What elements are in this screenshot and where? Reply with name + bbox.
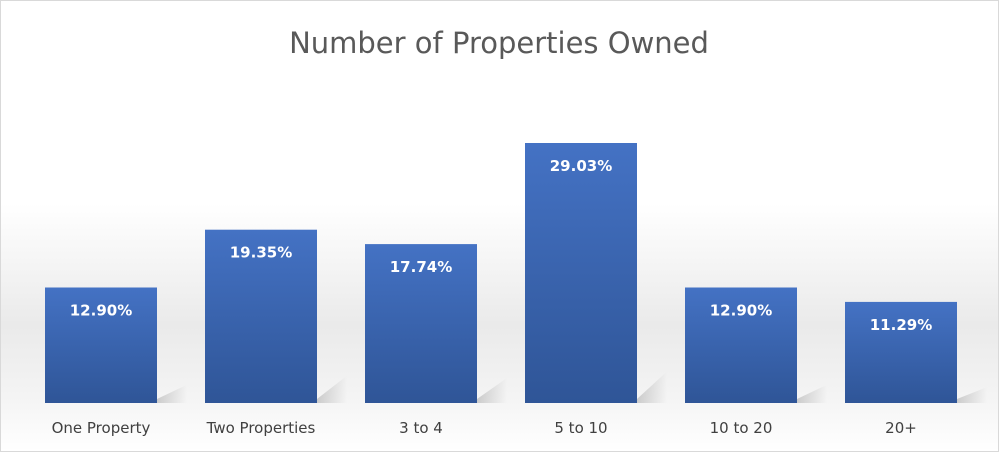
x-tick-label: 10 to 20 xyxy=(710,419,773,437)
x-tick-label: 3 to 4 xyxy=(399,419,443,437)
bar xyxy=(525,143,637,403)
x-tick-label: One Property xyxy=(52,419,151,437)
bar-shadow xyxy=(477,377,507,403)
bar xyxy=(365,244,477,403)
bar-shadow xyxy=(637,371,667,403)
bar xyxy=(845,301,957,403)
data-label: 12.90% xyxy=(70,302,132,320)
bar-shadow xyxy=(157,384,187,403)
bar xyxy=(685,287,797,403)
data-label: 17.74% xyxy=(390,258,452,276)
data-labels: 12.90% 19.35% 17.74% 29.03% 12.90% 11.29% xyxy=(70,157,932,334)
x-tick-label: Two Properties xyxy=(206,419,316,437)
data-label: 11.29% xyxy=(870,316,932,334)
bars xyxy=(45,143,957,403)
data-label: 19.35% xyxy=(230,244,292,262)
bar xyxy=(205,229,317,403)
x-tick-label: 5 to 10 xyxy=(554,419,607,437)
data-label: 29.03% xyxy=(550,157,612,175)
chart-title: Number of Properties Owned xyxy=(289,26,709,60)
bar-shadows xyxy=(157,371,987,403)
bar-shadow xyxy=(317,375,347,403)
bar-shadow xyxy=(797,384,827,403)
bar-shadow xyxy=(957,387,987,403)
data-label: 12.90% xyxy=(710,302,772,320)
x-tick-label: 20+ xyxy=(885,419,917,437)
x-axis-tick-labels: One Property Two Properties 3 to 4 5 to 10 1… xyxy=(52,419,917,437)
bar xyxy=(45,287,157,403)
